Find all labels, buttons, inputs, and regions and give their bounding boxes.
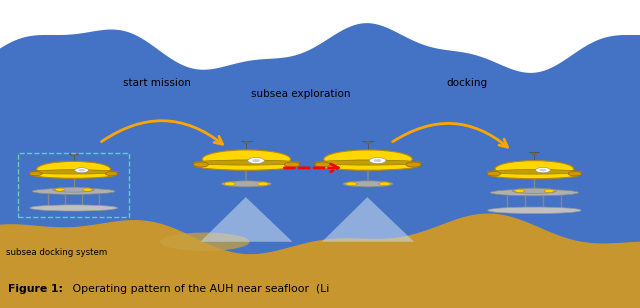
Ellipse shape (71, 154, 77, 156)
Ellipse shape (30, 205, 117, 211)
Text: subsea docking system: subsea docking system (6, 248, 108, 257)
Ellipse shape (29, 170, 118, 174)
Ellipse shape (379, 182, 390, 186)
Ellipse shape (512, 188, 557, 193)
Ellipse shape (257, 182, 269, 186)
Ellipse shape (540, 169, 547, 172)
Ellipse shape (193, 160, 300, 165)
Ellipse shape (105, 172, 118, 176)
Ellipse shape (515, 189, 525, 192)
Text: start mission: start mission (123, 78, 191, 88)
Ellipse shape (194, 160, 299, 170)
Ellipse shape (374, 159, 381, 162)
Ellipse shape (221, 181, 271, 187)
Ellipse shape (224, 182, 236, 186)
Ellipse shape (369, 158, 386, 164)
Text: docking: docking (447, 78, 488, 88)
Ellipse shape (536, 168, 550, 173)
Ellipse shape (243, 141, 250, 144)
Ellipse shape (487, 172, 500, 176)
Ellipse shape (488, 207, 581, 213)
Ellipse shape (75, 168, 88, 173)
Ellipse shape (55, 188, 65, 191)
Ellipse shape (202, 150, 291, 168)
Ellipse shape (365, 141, 371, 144)
Ellipse shape (79, 169, 85, 172)
Ellipse shape (32, 188, 115, 194)
Ellipse shape (83, 188, 92, 191)
Ellipse shape (568, 172, 582, 176)
Ellipse shape (495, 161, 573, 177)
Ellipse shape (160, 233, 250, 251)
Ellipse shape (406, 162, 421, 167)
Ellipse shape (487, 170, 582, 174)
Polygon shape (200, 197, 292, 242)
Ellipse shape (193, 162, 209, 167)
Ellipse shape (343, 181, 393, 187)
Ellipse shape (531, 153, 538, 156)
Ellipse shape (316, 160, 420, 170)
Ellipse shape (30, 170, 117, 178)
Ellipse shape (315, 160, 421, 165)
Ellipse shape (490, 189, 579, 196)
Ellipse shape (324, 150, 412, 168)
Ellipse shape (488, 170, 581, 179)
Ellipse shape (53, 187, 94, 192)
Ellipse shape (346, 182, 357, 186)
Ellipse shape (252, 159, 260, 162)
Ellipse shape (36, 161, 111, 177)
Text: Operating pattern of the AUH near seafloor  (Li: Operating pattern of the AUH near seaflo… (69, 284, 330, 294)
Ellipse shape (29, 172, 42, 176)
Polygon shape (322, 197, 414, 242)
Ellipse shape (315, 162, 330, 167)
Text: Figure 1:: Figure 1: (8, 284, 63, 294)
Bar (0, 270, 640, 308)
Ellipse shape (248, 158, 264, 164)
Text: subsea exploration: subsea exploration (251, 89, 351, 99)
Ellipse shape (284, 162, 300, 167)
Ellipse shape (544, 189, 554, 192)
